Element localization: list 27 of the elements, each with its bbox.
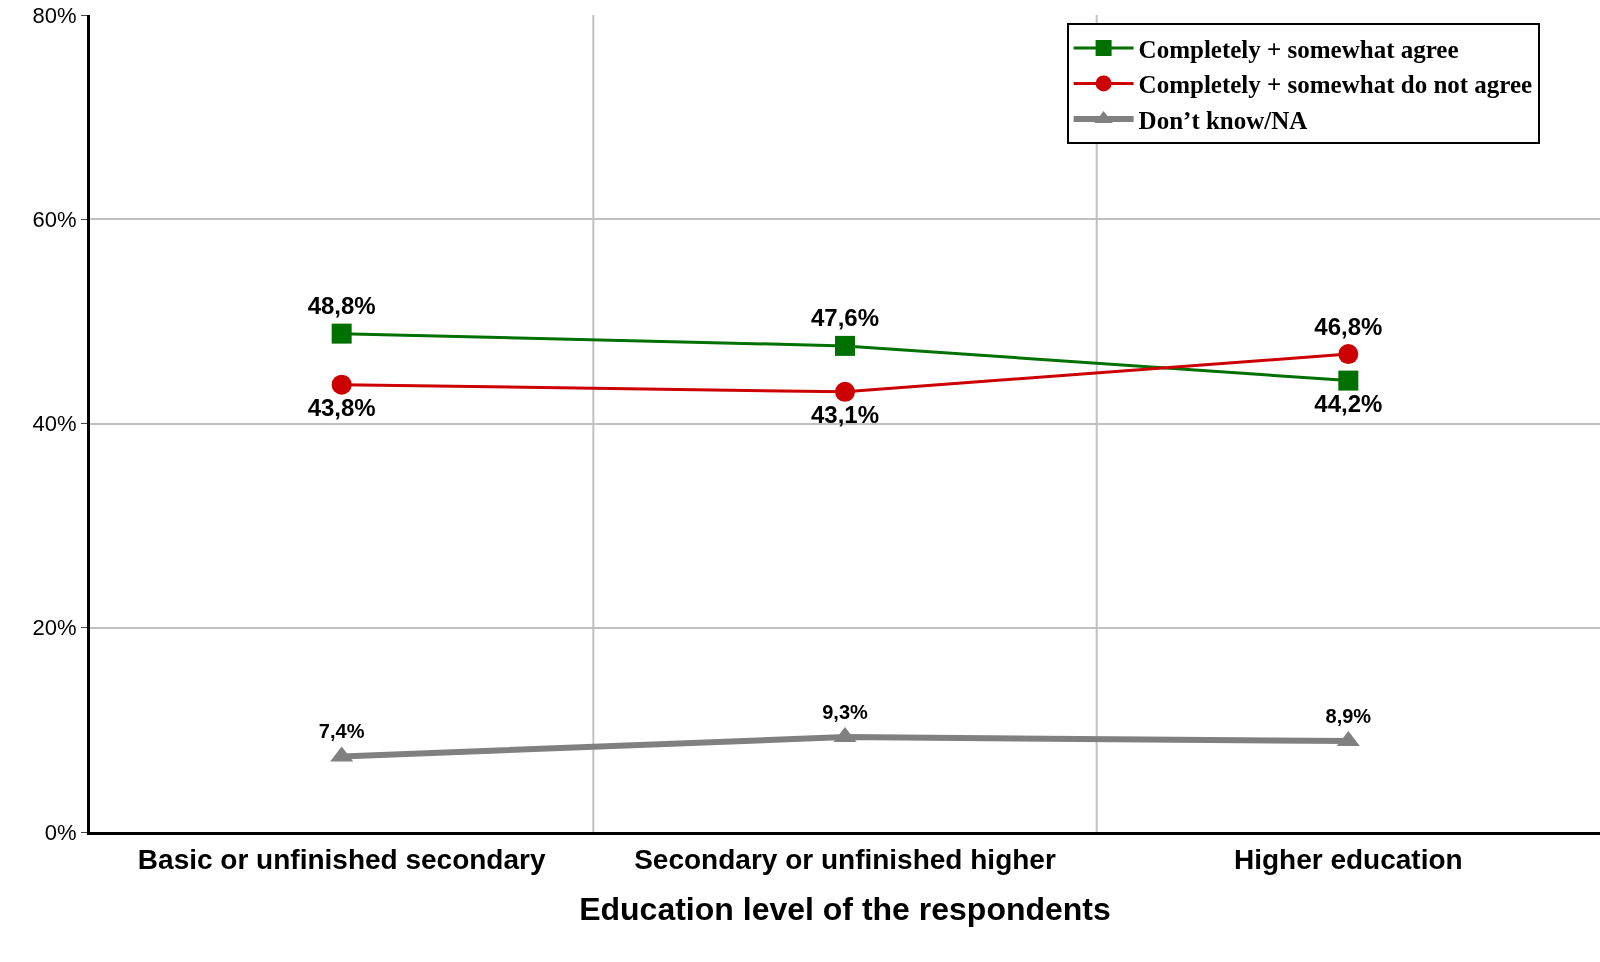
y-tick-label: 60% <box>32 206 77 232</box>
data-label: 48,8% <box>307 292 376 320</box>
data-label: 7,4% <box>318 719 365 742</box>
y-tick-label: 20% <box>32 615 77 641</box>
data-label: 46,8% <box>1314 312 1383 340</box>
point <box>835 381 855 402</box>
x-tick-label: Higher education <box>1233 843 1463 875</box>
point <box>331 323 352 344</box>
data-label: 43,8% <box>307 394 376 422</box>
legend-label: Completely + somewhat agree <box>1138 35 1459 63</box>
data-label: 43,1% <box>810 401 880 429</box>
point <box>331 374 352 395</box>
legend-label: Completely + somewhat do not agree <box>1138 71 1533 99</box>
data-label: 47,6% <box>810 304 880 332</box>
data-label: 44,2% <box>1314 390 1383 418</box>
point <box>1338 344 1359 365</box>
y-tick-label: 0% <box>44 819 77 845</box>
x-axis-title: Education level of the respondents <box>579 891 1111 928</box>
point <box>1338 370 1359 391</box>
point <box>835 335 855 356</box>
y-tick-label: 40% <box>32 411 77 437</box>
y-tick-label: 80% <box>32 2 77 28</box>
x-tick-label: Secondary or unfinished higher <box>634 843 1056 875</box>
x-tick-label: Basic or unfinished secondary <box>137 843 546 875</box>
data-label: 9,3% <box>822 700 869 723</box>
legend-label: Don’t know/NA <box>1138 106 1308 134</box>
data-label: 8,9% <box>1325 704 1372 727</box>
